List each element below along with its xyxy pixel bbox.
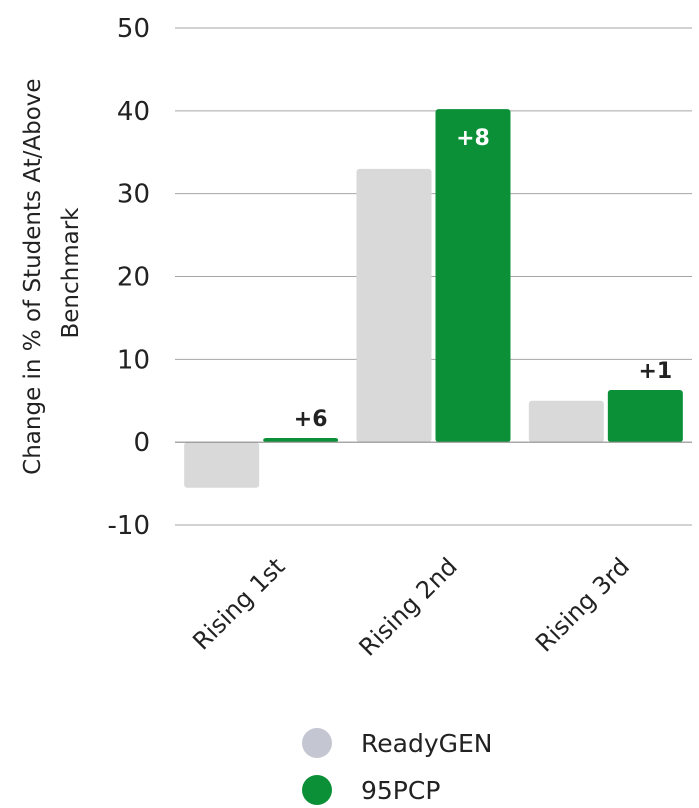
legend-label: 95PCP	[361, 776, 440, 805]
data-label: +1	[638, 359, 672, 384]
bar-95pcp-rising-1st	[263, 438, 339, 443]
bar-readygen-rising-1st	[184, 442, 260, 488]
x-tick-label: Rising 1st	[187, 552, 290, 655]
x-tick-label: Rising 2nd	[354, 552, 463, 661]
y-tick-label: 40	[117, 97, 150, 127]
bar-95pcp-rising-3rd	[607, 389, 683, 443]
y-tick-label: 30	[117, 180, 150, 210]
data-labels: +6 +8 +1	[294, 126, 672, 432]
y-axis-label-line-2: Benchmark	[58, 207, 84, 339]
bar-95pcp-rising-2nd	[435, 109, 511, 443]
y-tick-label: 10	[117, 345, 150, 375]
x-tick-labels: Rising 1st Rising 2nd Rising 3rd	[187, 552, 635, 661]
data-label: +8	[456, 126, 490, 151]
y-axis-label-line-1: Change in % of Students At/Above	[20, 78, 46, 474]
legend-swatch-95pcp	[302, 775, 332, 805]
y-tick-label: -10	[108, 511, 150, 541]
bars	[184, 109, 683, 488]
y-axis-label: Change in % of Students At/Above Benchma…	[20, 71, 84, 475]
y-tick-label: 50	[117, 14, 150, 44]
y-tick-label: 20	[117, 263, 150, 293]
y-tick-label: 0	[133, 428, 150, 458]
x-tick-label: Rising 3rd	[530, 552, 635, 657]
legend-swatch-readygen	[302, 728, 332, 758]
data-label: +6	[294, 407, 328, 432]
bar-readygen-rising-2nd	[356, 168, 432, 443]
gridlines	[175, 27, 692, 526]
y-tick-labels: 50 40 30 20 10 0 -10	[108, 14, 150, 541]
legend-label: ReadyGEN	[361, 729, 492, 758]
legend: ReadyGEN 95PCP	[302, 728, 492, 805]
bar-readygen-rising-3rd	[528, 400, 604, 443]
